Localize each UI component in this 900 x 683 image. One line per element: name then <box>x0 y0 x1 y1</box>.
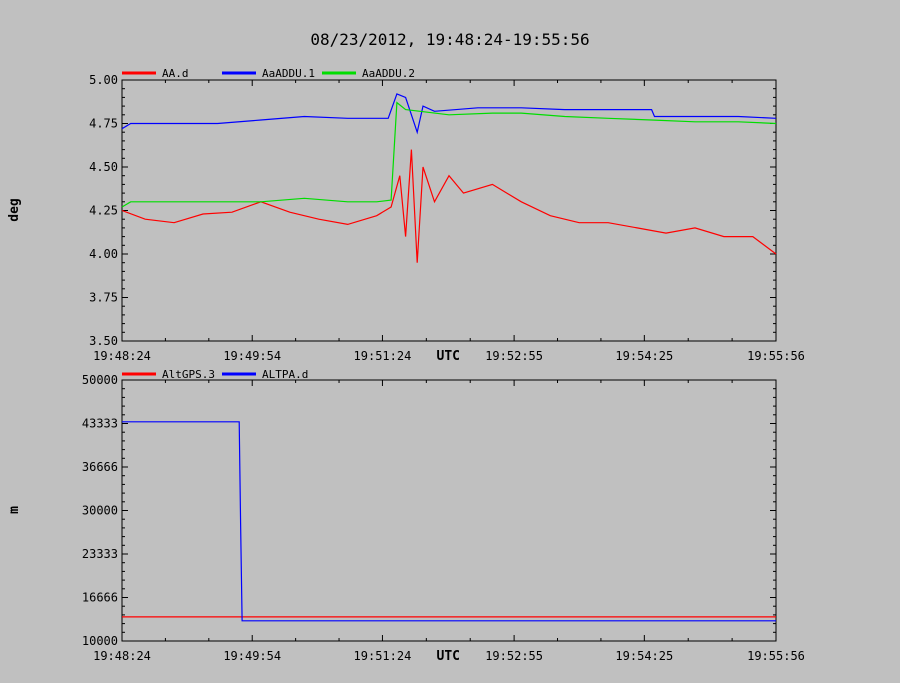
x-tick-label: 19:48:24 <box>93 649 151 663</box>
y-tick-label: 36666 <box>82 460 118 474</box>
y-tick-label: 16666 <box>82 591 118 605</box>
legend-label: AaADDU.2 <box>362 67 415 80</box>
y-tick-label: 30000 <box>82 504 118 518</box>
y-tick-label: 10000 <box>82 634 118 648</box>
y-tick-label: 23333 <box>82 547 118 561</box>
legend-label: AaADDU.1 <box>262 67 315 80</box>
series-line-aa-d <box>121 149 777 263</box>
y-tick-label: 4.25 <box>89 204 118 218</box>
panel-altitude: 50000 43333 36666 30000 23333 16666 1000019:48… <box>7 368 805 664</box>
x-tick-label: 19:51:24 <box>354 349 412 363</box>
y-tick-label: 4.50 <box>89 160 118 174</box>
legend-label: ALTPA.d <box>262 368 308 381</box>
series-line-aaaddu-1 <box>121 93 777 135</box>
y-tick-label: 4.00 <box>89 247 118 261</box>
y-tick-label: 5.00 <box>89 73 118 87</box>
x-tick-label: 19:52:55 <box>485 349 543 363</box>
x-tick-label: 19:52:55 <box>485 649 543 663</box>
y-tick-label: 50000 <box>82 373 118 387</box>
plot-frame <box>121 79 777 342</box>
y-tick-label: 3.50 <box>89 334 118 348</box>
x-tick-label: 19:54:25 <box>615 349 673 363</box>
x-tick-label: 19:54:25 <box>615 649 673 663</box>
x-tick-label: 19:49:54 <box>223 649 281 663</box>
plot-frame <box>121 379 777 642</box>
x-tick-label: 19:48:24 <box>93 349 151 363</box>
x-tick-label: 19:55:56 <box>747 349 805 363</box>
legend-label: AA.d <box>162 67 189 80</box>
x-tick-label: 19:51:24 <box>354 649 412 663</box>
chart-title: 08/23/2012, 19:48:24-19:55:56 <box>310 30 589 49</box>
legend-label: AltGPS.3 <box>162 368 215 381</box>
y-tick-label: 4.75 <box>89 117 118 131</box>
x-tick-label: 19:55:56 <box>747 649 805 663</box>
series-line-aaaddu-2 <box>121 101 777 208</box>
y-axis-label: m <box>7 506 22 514</box>
y-axis-label: deg <box>7 198 22 221</box>
y-tick-label: 43333 <box>82 417 118 431</box>
series-line-altpa-d <box>122 421 776 622</box>
x-axis-label: UTC <box>437 649 460 664</box>
y-tick-label: 3.75 <box>89 291 118 305</box>
x-axis-label: UTC <box>437 349 460 364</box>
x-tick-label: 19:49:54 <box>223 349 281 363</box>
